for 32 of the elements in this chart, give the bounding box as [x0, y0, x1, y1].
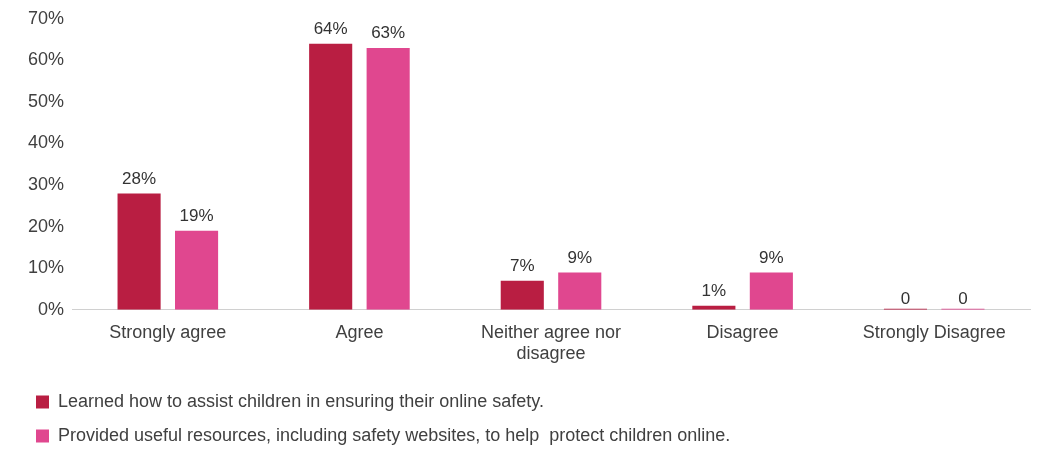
data-label: 9% [567, 247, 593, 267]
data-label: 1% [701, 280, 727, 300]
legend-label: Learned how to assist children in ensuring their online safety. [58, 390, 544, 411]
data-label: 64% [313, 18, 348, 38]
data-label: 19% [179, 206, 214, 225]
data-label: 0 [900, 288, 911, 308]
y-tick-label: 50% [28, 90, 65, 111]
bar [366, 47, 410, 310]
y-tick-label: 30% [28, 174, 65, 195]
data-label: 7% [509, 255, 535, 275]
x-tick-label: Agree [335, 321, 384, 342]
data-label: 63% [371, 23, 406, 43]
x-tick-label: Strongly agree [109, 321, 227, 342]
x-tick-label: Strongly Disagree [862, 321, 1006, 342]
y-tick-label: 40% [28, 132, 65, 153]
bar [309, 43, 353, 310]
y-tick-label: 20% [28, 215, 65, 236]
y-tick-label: 10% [28, 257, 65, 278]
bar [117, 193, 161, 310]
y-tick-label: 60% [28, 49, 65, 70]
data-label: 9% [759, 247, 784, 267]
bar [558, 272, 602, 310]
bar [175, 230, 219, 310]
legend-label: Provided useful resources, including safety websites, to help protect children online. [58, 424, 731, 445]
data-label: 28% [122, 168, 157, 188]
y-tick-label: 70% [28, 7, 65, 28]
data-label: 0 [958, 288, 968, 308]
bar [749, 272, 793, 310]
y-tick-label: 0% [38, 298, 65, 319]
x-tick-label: Neither agree nor disagree [480, 321, 622, 364]
bar [500, 280, 544, 310]
x-tick-label: Disagree [706, 321, 779, 342]
